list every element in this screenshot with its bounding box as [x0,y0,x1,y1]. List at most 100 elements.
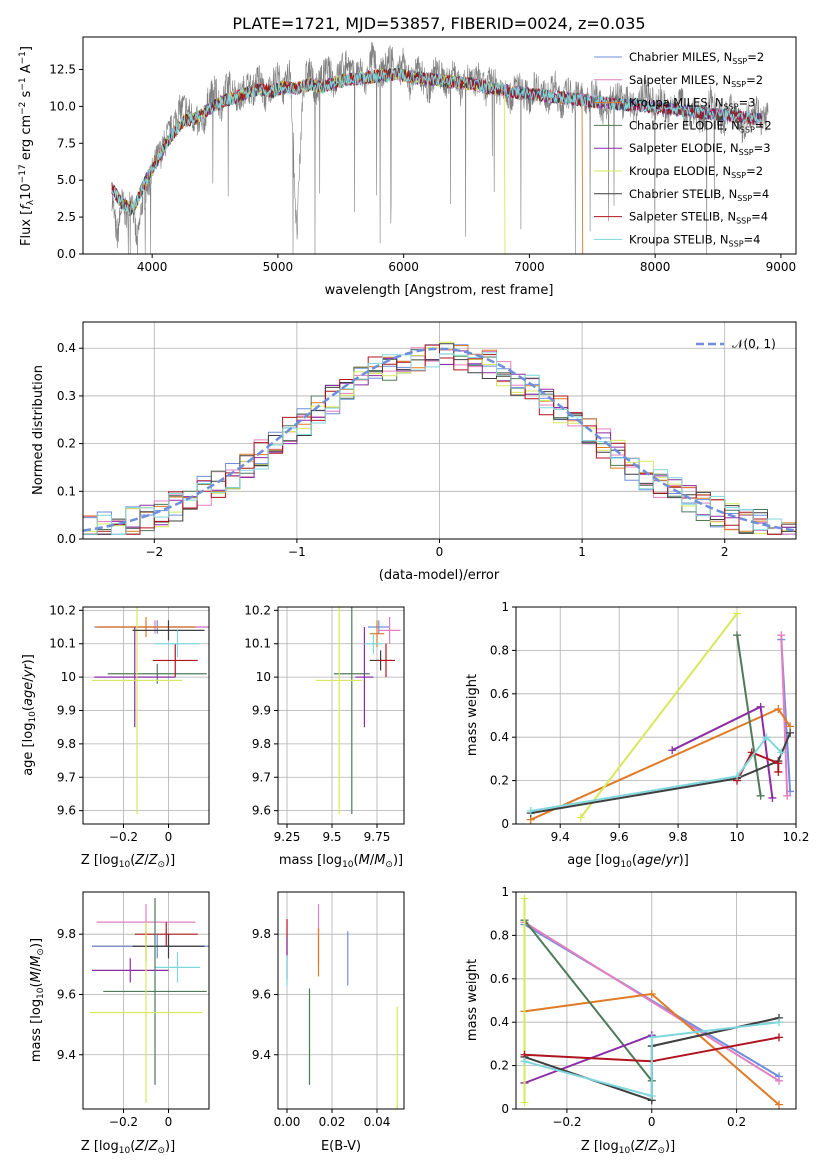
weight-marker [647,989,656,998]
age-vs-mass-xtick-label: 9.75 [364,830,391,844]
age-vs-mass-ytick-label: 9.6 [252,804,271,818]
residuals-xtick-label: 2 [721,545,729,559]
age-vs-metallicity-panel: Z [log10(Z/Z⊙)] age [log10(age/yr)] −0.2… [21,603,210,870]
weight-marker [756,791,765,800]
spectrum-ytick-label: 2.5 [57,210,76,224]
age-vs-mass-ytick-label: 9.9 [252,703,271,717]
weight-vs-age-xtick-label: 9.6 [610,830,629,844]
age-vs-Z-ytick-label: 9.8 [57,737,76,751]
residual-histogram [83,344,796,535]
age-vs-Z-xtick-label: −0.2 [109,830,138,844]
weight-marker [647,1091,656,1100]
residual-histogram [83,352,796,535]
mass-vs-Z-ytick-label: 9.6 [57,987,76,1001]
residuals-ytick-label: 0.2 [57,437,76,451]
weight-marker [775,1018,784,1027]
weight-z-ylabel: mass weight [465,959,480,1041]
weight-marker [774,704,783,713]
age-vs-mass-xtick-label: 9.5 [322,830,341,844]
residuals-ytick-label: 0.4 [57,341,76,355]
weight-vs-age-xtick-label: 10 [729,830,744,844]
weight-series-line [736,635,762,796]
weight-marker [668,746,677,755]
mass-vs-EBV-frame [277,891,405,1110]
mass-vs-EBV-xtick-label: 0.00 [274,1115,301,1129]
spectrum-ytick-label: 12.5 [49,62,76,76]
weight-series-line [530,732,792,815]
weight-marker [775,1033,784,1042]
weight-series-line [524,1034,653,1084]
age-vs-mass-ytick-label: 9.7 [252,770,271,784]
spectrum-xtick-label: 5000 [263,260,294,274]
residuals-ytick-label: 0.0 [57,532,76,546]
weight-marker [647,1033,656,1042]
weight-marker [777,631,786,640]
age-vs-mass-panel: mass [log10(M/M⊙)] 9.25 9.5 9.75 9.6 9.7 9.8 9… [244,603,405,870]
weight-series-line [523,919,653,1082]
weight-vs-Z-xtick-label: 0.2 [727,1115,746,1129]
weight-marker [777,748,786,757]
weight-marker [526,806,535,815]
spectrum-ytick-label: 5.0 [57,173,76,187]
weight-vs-age-ytick-label: 1 [501,600,509,614]
age-z-ylabel: age [log10(age/yr)] [21,654,38,776]
spectrum-ytick-label: 10.0 [49,99,76,113]
legend-entry: Kroupa MILES, NSSP=3 [629,96,755,112]
weight-age-ylabel: mass weight [465,674,480,756]
weight-marker [762,733,771,742]
spectrum-ytick-label: 7.5 [57,136,76,150]
weight-age-xlabel: age [log10(age/yr)] [567,853,689,870]
weight-vs-age-xtick-label: 9.8 [669,830,688,844]
weight-vs-age-xtick-label: 9.4 [551,830,570,844]
weight-vs-Z-ytick-label: 0.4 [490,1015,509,1029]
weight-vs-Z-xtick-label: −0.2 [552,1115,581,1129]
figure-title: PLATE=1721, MJD=53857, FIBERID=0024, z=0… [232,14,645,33]
weight-series-line [523,921,780,1082]
age-vs-Z-ytick-label: 10.1 [49,637,76,651]
weight-series-line [780,635,789,796]
mass-vs-Z-xtick-label: 0 [165,1115,173,1129]
spectrum-xtick-label: 7000 [514,260,545,274]
mass-vs-EBV-ytick-label: 9.6 [252,987,271,1001]
mass-vs-extinction-panel: E(B-V) 0.00 0.02 0.04 9.4 9.6 9.8 [252,891,405,1154]
residuals-panel: (data-model)/error Normed distribution −… [31,321,797,583]
mass-vs-EBV-ytick-label: 9.8 [252,927,271,941]
mass-vs-Z-frame [82,891,210,1110]
weight-series-line [530,735,783,812]
weight-marker [520,894,529,903]
residuals-xtick-label: 1 [578,545,586,559]
weight-vs-Z-ytick-label: 0.2 [490,1059,509,1073]
weight-vs-Z-xtick-label: 0 [648,1115,656,1129]
legend-entry: Kroupa STELIB, NSSP=4 [629,232,760,248]
legend-entry: Kroupa ELODIE, NSSP=2 [629,164,763,180]
legend-entry: Chabrier ELODIE, NSSP=2 [629,118,772,134]
residuals-ytick-label: 0.1 [57,484,76,498]
age-vs-mass-ytick-label: 10 [256,670,271,684]
weight-vs-age-frame [515,606,797,825]
mass-vs-EBV-xtick-label: 0.04 [364,1115,391,1129]
weight-vs-age-ytick-label: 0.8 [490,643,509,657]
mass-vs-Z-ytick-label: 9.4 [57,1048,76,1062]
spectrum-ylabel: Flux [fλ10−17 erg cm−2 s−1 A−1] [18,46,36,246]
mass-z-ylabel: mass [log10(M/M⊙)] [29,938,46,1062]
weight-marker [733,631,742,640]
age-vs-mass-xtick-label: 9.25 [274,830,301,844]
weight-marker [576,813,585,822]
weight-vs-Z-frame [515,891,797,1110]
weight-marker [775,1100,784,1109]
spectrum-xtick-label: 4000 [137,260,168,274]
weight-marker [756,702,765,711]
weight-marker [733,609,742,618]
weight-vs-age-ytick-label: 0.4 [490,730,509,744]
spectrum-panel: wavelength [Angstrom, rest frame] Flux [… [18,36,797,298]
weight-vs-age-panel: age [log10(age/yr)] mass weight 9.4 9.6 9.… [465,600,809,870]
age-vs-Z-frame [82,606,210,825]
weight-vs-age-xtick-label: 10.2 [783,830,810,844]
legend-entry: Chabrier STELIB, NSSP=4 [629,187,769,203]
age-vs-Z-ytick-label: 9.6 [57,804,76,818]
model-spectrum-line [111,66,762,214]
mass-ebv-xlabel: E(B-V) [321,1139,361,1154]
residuals-xlabel: (data-model)/error [379,568,500,583]
mass-vs-Z-xtick-label: −0.2 [109,1115,138,1129]
